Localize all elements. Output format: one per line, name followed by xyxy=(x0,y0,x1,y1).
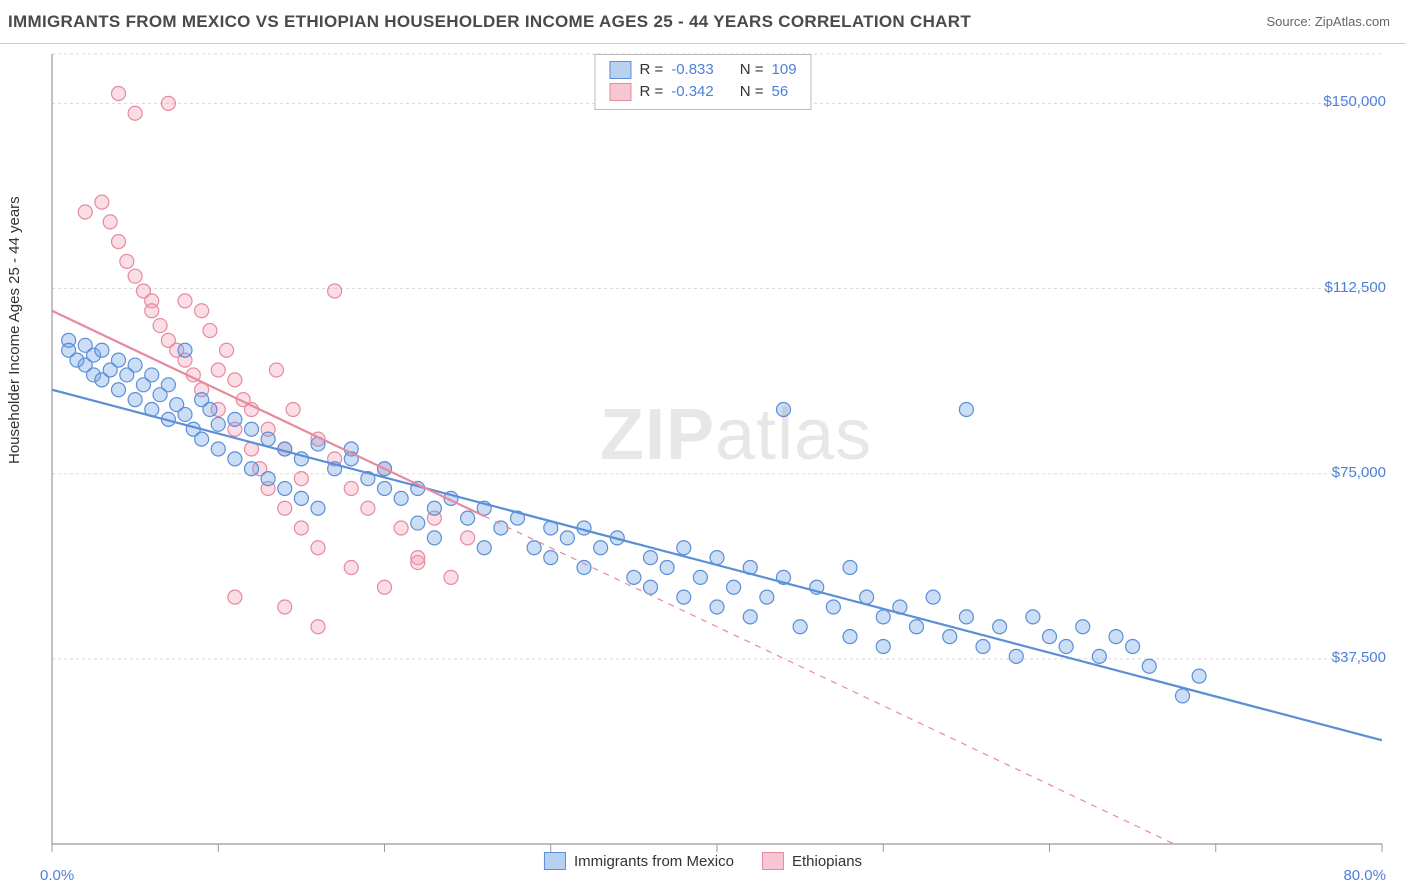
y-tick-label: $75,000 xyxy=(1332,464,1386,481)
y-axis-label: Householder Income Ages 25 - 44 years xyxy=(6,196,23,464)
series-label-mexico: Immigrants from Mexico xyxy=(574,853,734,870)
source-attribution: Source: ZipAtlas.com xyxy=(1266,14,1390,29)
title-bar: IMMIGRANTS FROM MEXICO VS ETHIOPIAN HOUS… xyxy=(0,0,1406,44)
n-value-ethiopians: 56 xyxy=(772,81,789,103)
x-tick-label: 0.0% xyxy=(40,867,74,884)
swatch-ethiopians xyxy=(609,83,631,101)
swatch-mexico xyxy=(544,852,566,870)
legend-row-ethiopians: R = -0.342 N = 56 xyxy=(609,81,796,103)
legend-item-mexico: Immigrants from Mexico xyxy=(544,852,734,870)
n-label: N = xyxy=(740,81,764,103)
legend-series: Immigrants from Mexico Ethiopians xyxy=(544,852,862,870)
r-value-mexico: -0.833 xyxy=(671,59,714,81)
legend-row-mexico: R = -0.833 N = 109 xyxy=(609,59,796,81)
y-tick-label: $37,500 xyxy=(1332,649,1386,666)
y-tick-label: $112,500 xyxy=(1325,279,1386,296)
swatch-mexico xyxy=(609,61,631,79)
legend-item-ethiopians: Ethiopians xyxy=(762,852,862,870)
r-label: R = xyxy=(639,59,663,81)
n-label: N = xyxy=(740,59,764,81)
chart-area: Householder Income Ages 25 - 44 years ZI… xyxy=(0,44,1406,892)
x-tick-label: 80.0% xyxy=(1343,867,1386,884)
series-label-ethiopians: Ethiopians xyxy=(792,853,862,870)
n-value-mexico: 109 xyxy=(772,59,797,81)
scatter-plot-svg xyxy=(0,44,1406,892)
r-value-ethiopians: -0.342 xyxy=(671,81,714,103)
legend-correlation-stats: R = -0.833 N = 109 R = -0.342 N = 56 xyxy=(594,54,811,110)
chart-title: IMMIGRANTS FROM MEXICO VS ETHIOPIAN HOUS… xyxy=(8,12,971,32)
swatch-ethiopians xyxy=(762,852,784,870)
r-label: R = xyxy=(639,81,663,103)
y-tick-label: $150,000 xyxy=(1323,93,1386,110)
